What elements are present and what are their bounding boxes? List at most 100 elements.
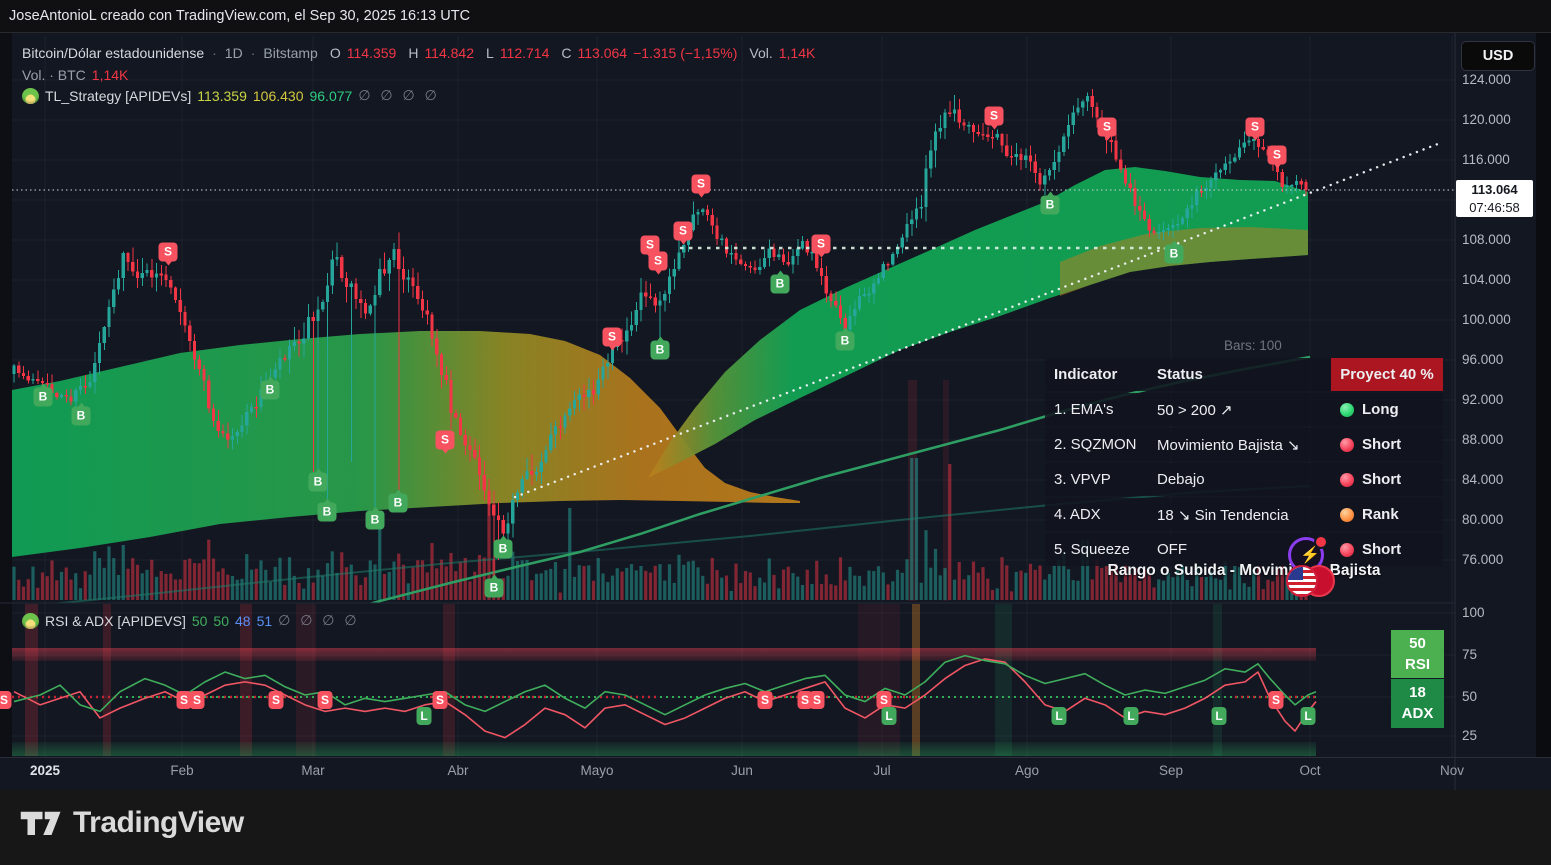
sell-marker: S (602, 327, 622, 347)
table-row-status: Movimiento Bajista ↘ (1148, 428, 1331, 461)
table-row-signal: Long (1331, 393, 1443, 426)
time-label: Mayo (580, 763, 614, 778)
rsi-long-marker: L (1211, 707, 1227, 725)
signal-dot (1340, 402, 1354, 417)
rsi-sell-marker: S (189, 691, 205, 709)
buy-marker: B (650, 340, 670, 360)
notification-dot (1314, 535, 1328, 549)
high-value: 114.842 (424, 45, 475, 61)
time-label: Abr (447, 763, 469, 778)
left-margin (0, 33, 12, 790)
tradingview-logo[interactable]: TradingView (20, 806, 244, 840)
currency-button[interactable]: USD (1461, 41, 1535, 71)
indicator-badge: 18 ADX (1391, 679, 1444, 728)
table-row-signal: Short (1331, 533, 1443, 566)
price-tick: 96.000 (1462, 352, 1504, 367)
rsi-tick: 75 (1462, 647, 1478, 662)
footer-bar (0, 790, 1551, 865)
time-label: Sep (1158, 763, 1184, 778)
right-margin (1536, 33, 1551, 757)
rsi-name: RSI & ADX [APIDEVS] (45, 612, 186, 629)
signal-dot (1340, 437, 1354, 452)
table-row-name: 3. VPVP (1045, 463, 1148, 496)
close-value: 113.064 (577, 45, 628, 61)
time-label: Jun (731, 763, 753, 778)
open-value: 114.359 (346, 45, 397, 61)
rsi-sell-marker: S (1268, 691, 1284, 709)
buy-marker: B (1040, 195, 1060, 215)
price-tick: 84.000 (1462, 472, 1504, 487)
frog-icon (22, 612, 39, 629)
table-header-status: Status (1148, 358, 1331, 391)
rsi-long-marker: L (416, 707, 432, 725)
last-price-label: 113.064 07:46:58 (1456, 180, 1533, 217)
buy-marker: B (770, 274, 790, 294)
rsi-long-marker: L (1051, 707, 1067, 725)
table-row-name: 2. SQZMON (1045, 428, 1148, 461)
buy-marker: B (365, 510, 385, 530)
price-tick: 104.000 (1462, 272, 1511, 287)
price-tick: 80.000 (1462, 512, 1504, 527)
rsi-sell-marker: S (797, 691, 813, 709)
sell-marker: S (640, 235, 660, 255)
attribution-text: JoseAntonioL creado con TradingView.com,… (9, 8, 471, 24)
table-row-signal: Short (1331, 463, 1443, 496)
rsi-long-marker: L (1300, 707, 1316, 725)
buy-marker: B (308, 472, 328, 492)
frog-icon (22, 87, 39, 104)
rsi-sell-marker: S (317, 691, 333, 709)
rsi-long-marker: L (881, 707, 897, 725)
price-tick: 88.000 (1462, 432, 1504, 447)
rsi-sell-marker: S (757, 691, 773, 709)
us-flag-icon[interactable] (1286, 565, 1336, 603)
volume-legend[interactable]: Vol. · BTC 1,14K (22, 67, 129, 83)
price-tick: 124.000 (1462, 72, 1511, 87)
time-label: 2025 (29, 763, 61, 778)
time-label: Nov (1439, 763, 1465, 778)
rsi-tick: 25 (1462, 728, 1478, 743)
rsi-sell-marker: S (0, 691, 12, 709)
price-tick: 116.000 (1462, 152, 1510, 167)
rsi-sell-marker: S (176, 691, 192, 709)
buy-marker: B (835, 331, 855, 351)
price-tick: 92.000 (1462, 392, 1504, 407)
rsi-sell-marker: S (268, 691, 284, 709)
symbol-legend[interactable]: Bitcoin/Dólar estadounidense · 1D · Bits… (22, 45, 816, 61)
time-label: Feb (170, 763, 194, 778)
bars-counter: Bars: 100 (1224, 338, 1282, 353)
low-value: 112.714 (499, 45, 550, 61)
buy-marker: B (388, 493, 408, 513)
signal-dot (1340, 472, 1354, 487)
sell-marker: S (648, 251, 668, 271)
table-row-status: 18 ↘ Sin Tendencia (1148, 498, 1331, 531)
strategy-legend[interactable]: TL_Strategy [APIDEVs] 113.359 106.430 96… (22, 87, 440, 104)
signal-dot (1340, 542, 1354, 557)
table-row-name: 4. ADX (1045, 498, 1148, 531)
time-label: Mar (301, 763, 325, 778)
price-tick: 108.000 (1462, 232, 1511, 247)
rsi-tick: 100 (1462, 605, 1485, 620)
time-label: Ago (1014, 763, 1040, 778)
countdown: 07:46:58 (1469, 200, 1520, 215)
sell-marker: S (1267, 145, 1287, 165)
table-caption: Rango o Subida - Movimiento Bajista (1107, 562, 1381, 579)
buy-marker: B (317, 502, 337, 522)
table-row-status: 50 > 200 ↗ (1148, 393, 1331, 426)
table-row-name: 5. Squeeze (1045, 533, 1148, 566)
table-row-name: 1. EMA's (1045, 393, 1148, 426)
sell-marker: S (158, 242, 178, 262)
time-label: Oct (1299, 763, 1321, 778)
buy-marker: B (493, 539, 513, 559)
last-price: 113.064 (1471, 182, 1518, 197)
sell-marker: S (1097, 117, 1117, 137)
attribution-bar: JoseAntonioL creado con TradingView.com,… (0, 0, 1551, 33)
rsi-legend[interactable]: RSI & ADX [APIDEVS] 50 50 48 51 ∅ ∅ ∅ ∅ (22, 612, 360, 629)
buy-marker: B (33, 387, 53, 407)
rsi-tick: 50 (1462, 689, 1478, 704)
price-tick: 120.000 (1462, 112, 1511, 127)
brand-name: TradingView (73, 806, 244, 839)
tradingview-mark (20, 811, 61, 835)
time-axis[interactable] (0, 757, 1551, 791)
table-header-indicator: Indicator (1045, 358, 1148, 391)
